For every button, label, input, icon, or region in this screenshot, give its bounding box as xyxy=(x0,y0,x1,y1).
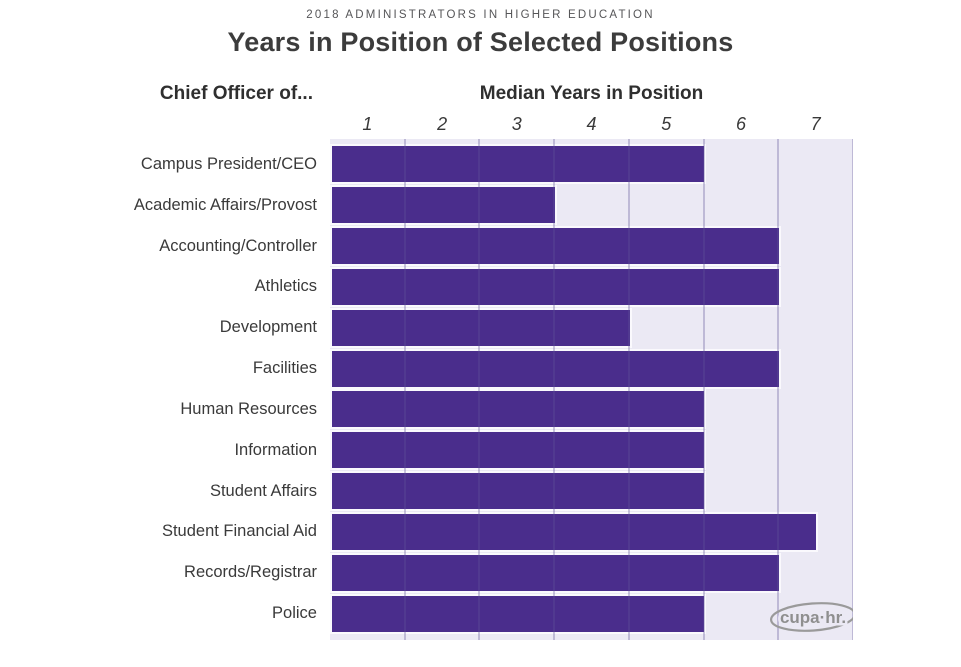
category-label: Police xyxy=(272,604,317,623)
bar-row xyxy=(332,348,853,389)
category-label: Human Resources xyxy=(180,399,317,418)
bar-row xyxy=(332,266,853,307)
category-labels: Campus President/CEO Academic Affairs/Pro… xyxy=(0,139,317,640)
bar-row xyxy=(332,307,853,348)
bar-row xyxy=(332,471,853,512)
axis-tick: 2 xyxy=(437,114,448,134)
bar xyxy=(332,228,779,265)
logo-text: cupa·hr. xyxy=(780,608,846,627)
bar-row xyxy=(332,185,853,226)
bar xyxy=(332,268,779,305)
category-label: Development xyxy=(219,318,317,337)
category-label: Campus President/CEO xyxy=(140,154,317,173)
axis-tick: 3 xyxy=(511,114,522,134)
axis-tick-labels: 1 2 3 4 5 6 7 xyxy=(330,110,853,138)
bar-row xyxy=(332,511,853,552)
bar-row xyxy=(332,389,853,430)
axis-tick: 7 xyxy=(810,114,821,134)
category-label-row: Accounting/Controller xyxy=(0,226,317,267)
cupa-hr-logo: cupa·hr. xyxy=(769,602,853,632)
bar-row xyxy=(332,226,853,267)
page-title: Years in Position of Selected Positions xyxy=(227,27,734,57)
axis-tick: 1 xyxy=(362,114,373,134)
bar xyxy=(332,513,816,550)
bar-row xyxy=(332,552,853,593)
bar xyxy=(332,554,779,591)
category-label: Records/Registrar xyxy=(184,563,317,582)
category-label-row: Human Resources xyxy=(0,389,317,430)
bar-row xyxy=(332,593,853,634)
category-label: Student Financial Aid xyxy=(161,522,317,541)
category-label-row: Records/Registrar xyxy=(0,552,317,593)
category-label: Facilities xyxy=(252,359,317,378)
axis-tick: 4 xyxy=(586,114,597,134)
category-label: Athletics xyxy=(254,277,317,296)
bar xyxy=(332,350,779,387)
axis-header: Median Years in Position xyxy=(479,83,704,104)
category-label-row: Police xyxy=(0,593,317,634)
eyebrow-title: 2018 ADMINISTRATORS IN HIGHER EDUCATION xyxy=(306,9,655,21)
bars-container xyxy=(330,139,853,640)
category-label-row: Facilities xyxy=(0,348,317,389)
logo-swoosh-icon xyxy=(769,602,853,632)
bar xyxy=(332,187,556,224)
category-label-row: Student Financial Aid xyxy=(0,511,317,552)
bar xyxy=(332,473,705,510)
bar xyxy=(332,391,705,428)
bar-row xyxy=(332,144,853,185)
category-label: Accounting/Controller xyxy=(159,236,317,255)
plot-area: cupa·hr. xyxy=(330,139,853,640)
axis-tick: 6 xyxy=(735,114,746,134)
category-label-row: Athletics xyxy=(0,266,317,307)
axis-tick: 5 xyxy=(661,114,672,134)
category-label-row: Student Affairs xyxy=(0,471,317,512)
bar xyxy=(332,146,705,183)
category-label-row: Development xyxy=(0,307,317,348)
bar xyxy=(332,309,630,346)
category-label-row: Campus President/CEO xyxy=(0,144,317,185)
category-label-row: Academic Affairs/Provost xyxy=(0,185,317,226)
bar-row xyxy=(332,430,853,471)
category-label: Information xyxy=(234,440,317,459)
bar xyxy=(332,595,705,632)
bar xyxy=(332,432,705,469)
category-column-header: Chief Officer of... xyxy=(159,83,313,104)
category-label: Student Affairs xyxy=(209,481,317,500)
category-label: Academic Affairs/Provost xyxy=(133,195,317,214)
category-label-row: Information xyxy=(0,430,317,471)
